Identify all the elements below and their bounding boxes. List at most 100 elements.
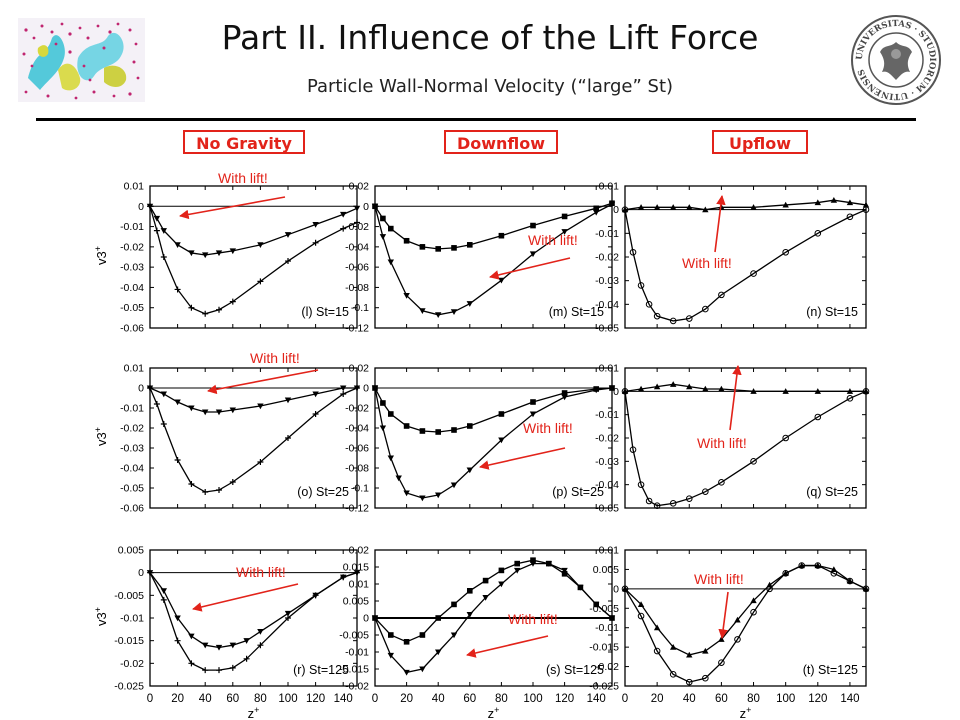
data-point (403, 292, 410, 299)
y-tick-label: -0.04 (345, 423, 369, 435)
data-point (593, 387, 600, 394)
plot-frame (374, 185, 613, 329)
y-tick-label: -0.08 (345, 282, 369, 294)
data-point (435, 649, 442, 656)
data-point (419, 428, 426, 434)
y-tick-label: -0.12 (345, 503, 369, 515)
data-point (340, 385, 347, 392)
data-point (435, 312, 442, 319)
series-line (624, 564, 867, 656)
data-point (637, 385, 645, 392)
data-point (215, 409, 223, 416)
data-point (216, 667, 222, 674)
data-point (147, 569, 153, 576)
data-point (380, 215, 386, 222)
x-tick-label: 120 (555, 693, 574, 705)
y-tick-label: -0.01 (595, 228, 619, 240)
data-point (257, 278, 264, 285)
data-point (702, 206, 709, 213)
data-point (782, 201, 789, 208)
y-tick-label: -0.05 (595, 323, 619, 335)
data-point (702, 385, 709, 392)
red-arrow (714, 195, 726, 253)
y-tick-label: 0 (363, 613, 369, 625)
data-point (685, 678, 693, 686)
data-point (629, 446, 637, 453)
data-point (174, 457, 181, 463)
y-tick-label: -0.04 (595, 479, 619, 491)
data-point (621, 388, 629, 394)
y-tick-label: -0.01 (595, 409, 619, 421)
y-tick-label: -0.02 (595, 661, 619, 673)
y-tick-label: 0.01 (124, 363, 145, 375)
data-point (388, 225, 394, 232)
x-tick-label: 20 (171, 693, 184, 705)
y-tick-label: 0 (363, 383, 369, 395)
data-point (782, 388, 789, 394)
y-tick-label: -0.02 (345, 681, 369, 693)
data-point (435, 429, 441, 435)
y-tick-label: -0.01 (120, 403, 144, 415)
data-point (608, 201, 616, 208)
y-tick-label: -0.005 (114, 590, 144, 602)
x-tick-label: 100 (278, 693, 297, 705)
x-tick-label: 20 (651, 693, 664, 705)
page-subtitle: Particle Wall-Normal Velocity (“large” S… (306, 76, 674, 97)
y-tick-label: -0.1 (351, 302, 369, 314)
data-point (419, 308, 426, 314)
data-point (498, 411, 505, 417)
data-point (718, 479, 725, 486)
data-point (215, 250, 223, 257)
data-point (846, 388, 854, 394)
data-point (147, 203, 153, 210)
data-point (621, 585, 629, 593)
data-point (685, 315, 693, 322)
y-tick-label: -0.03 (595, 275, 619, 287)
data-point (846, 395, 854, 402)
data-point (403, 669, 410, 676)
data-point (529, 411, 537, 418)
y-tick-label: -0.015 (589, 642, 619, 654)
data-point (608, 615, 616, 622)
data-point (312, 239, 319, 246)
data-point (379, 234, 387, 240)
y-tick-label: 0 (138, 567, 144, 579)
data-point (174, 637, 181, 644)
y-tick-label: 0.01 (599, 181, 620, 193)
data-point (371, 385, 379, 392)
y-tick-label: 0.005 (118, 545, 144, 557)
data-point (229, 407, 236, 414)
y-tick-label: 0 (613, 204, 619, 216)
series-line (624, 209, 867, 322)
y-tick-label: -0.12 (345, 323, 369, 335)
data-point (686, 651, 693, 658)
plot-frame (149, 185, 358, 329)
data-point (653, 624, 661, 631)
data-point (160, 596, 167, 603)
data-point (561, 390, 568, 396)
y-tick-label: 0.015 (343, 562, 369, 574)
y-tick-label: -0.02 (120, 241, 144, 253)
series-triangle (621, 562, 870, 658)
data-point (403, 639, 410, 645)
data-point (202, 642, 209, 649)
data-point (202, 310, 209, 317)
with-lift-annotation: With lift! (694, 571, 744, 587)
x-tick-label: 140 (587, 693, 606, 705)
panel-label: (r) St=125 (293, 663, 349, 677)
data-point (782, 248, 789, 256)
y-tick-label: -0.04 (120, 282, 144, 294)
series-line (149, 572, 358, 671)
data-point (371, 615, 379, 622)
data-point (637, 282, 645, 289)
data-point (388, 411, 394, 417)
data-point (530, 399, 536, 405)
data-point (284, 397, 292, 404)
data-point (451, 601, 457, 608)
data-point (830, 197, 838, 203)
data-point (285, 435, 291, 441)
data-point (653, 383, 661, 390)
data-point (750, 608, 757, 616)
y-tick-label: -0.02 (120, 423, 144, 435)
